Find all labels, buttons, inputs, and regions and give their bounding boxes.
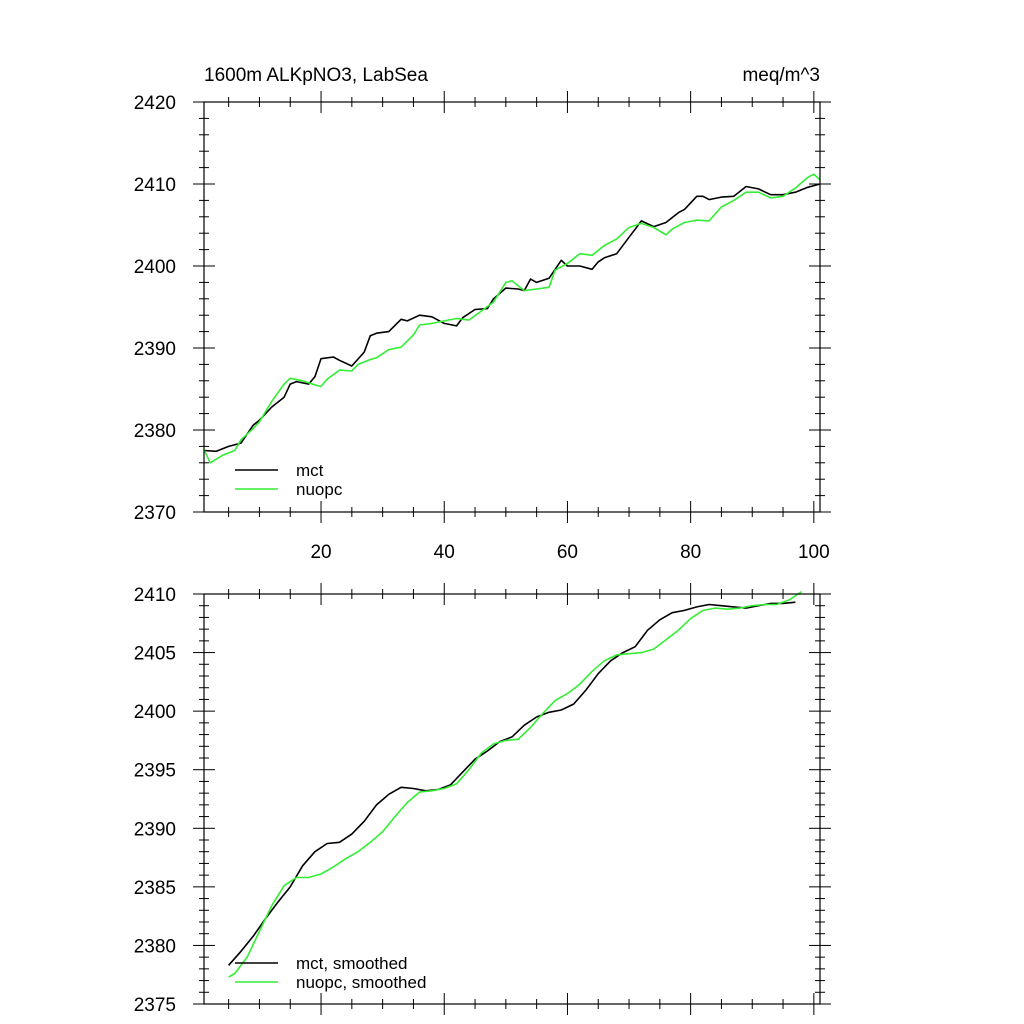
y-tick-label: 2420 xyxy=(134,93,176,114)
top-series xyxy=(203,173,821,464)
y-tick-label: 2400 xyxy=(134,702,176,723)
legend-label-nuopc-smoothed: nuopc, smoothed xyxy=(296,973,426,992)
y-tick-label: 2395 xyxy=(134,761,176,782)
series-line-mct xyxy=(203,183,821,453)
y-tick-label: 2380 xyxy=(134,936,176,957)
x-tick-label: 100 xyxy=(798,542,830,563)
bottom-panel: 2375 2380 2385 2390 2395 2400 2405 2410 mct, sm… xyxy=(134,583,831,1016)
legend-label-mct: mct xyxy=(296,461,324,480)
bottom-legend: mct, smoothed nuopc, smoothed xyxy=(235,954,426,992)
x-tick-label: 40 xyxy=(434,542,455,563)
y-tick-label: 2410 xyxy=(134,175,176,196)
y-tick-label: 2405 xyxy=(134,644,176,665)
legend-label-mct-smoothed: mct, smoothed xyxy=(296,954,408,973)
series-line-nuopc xyxy=(203,173,821,464)
x-tick-label: 60 xyxy=(557,542,578,563)
top-title-right: meq/m^3 xyxy=(742,65,820,86)
y-tick-label: 2380 xyxy=(134,421,176,442)
y-tick-label: 2390 xyxy=(134,819,176,840)
y-tick-label: 2400 xyxy=(134,257,176,278)
bottom-axes: 2375 2380 2385 2390 2395 2400 2405 2410 xyxy=(134,583,831,1016)
top-plot-frame xyxy=(203,101,821,513)
y-tick-label: 2370 xyxy=(134,503,176,524)
top-legend: mct nuopc xyxy=(235,461,343,499)
top-panel: 1600m ALKpNO3, LabSea meq/m^3 20 40 60 80 10… xyxy=(134,65,831,563)
top-axes: 20 40 60 80 100 2370 2380 2390 2400 2410 2420 xyxy=(134,91,831,563)
bottom-series xyxy=(228,591,802,978)
y-tick-label: 2385 xyxy=(134,878,176,899)
top-title-left: 1600m ALKpNO3, LabSea xyxy=(204,65,428,86)
series-line-mct-smoothed xyxy=(228,601,796,966)
y-tick-label: 2410 xyxy=(134,585,176,606)
bottom-plot-frame xyxy=(203,593,821,1005)
x-tick-label: 20 xyxy=(310,542,331,563)
x-tick-label: 80 xyxy=(680,542,701,563)
legend-label-nuopc: nuopc xyxy=(296,480,343,499)
y-tick-label: 2375 xyxy=(134,995,176,1016)
y-tick-label: 2390 xyxy=(134,339,176,360)
series-line-nuopc-smoothed xyxy=(228,591,802,978)
